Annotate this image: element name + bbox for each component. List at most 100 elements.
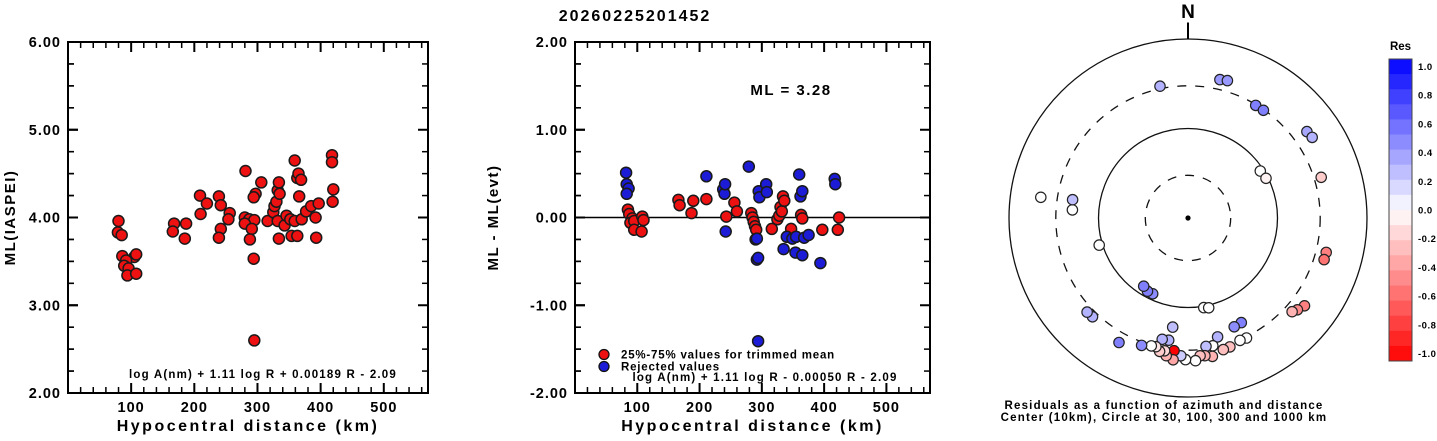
y-tick-label: 0.00 [536,211,568,227]
data-point [687,194,700,208]
y-tick-label: 6.00 [29,35,61,51]
polar-data-point [1257,104,1270,117]
polar-data-point [1318,253,1330,266]
legend-label: 25%-75% values for trimmed mean [621,350,835,362]
polar-data-point [1217,343,1230,356]
y-tick-label: 3.00 [29,298,61,314]
distance-ring-30km [1144,174,1232,262]
data-point [273,187,286,201]
data-point [194,207,207,221]
formula-annotation: log A(nm) + 1.11 log R - 0.00050 R - 2.0… [632,372,897,384]
x-tick-label: 100 [624,400,651,416]
data-point [292,190,306,203]
data-point [637,213,650,227]
data-point [214,198,228,212]
colorbar-tick-label: 0.6 [1418,119,1433,130]
colorbar-segment [1389,194,1412,211]
colorbar-tick-label: 0.8 [1418,91,1433,102]
polar-data-point [1156,333,1168,346]
colorbar-tick-label: -0.8 [1418,320,1436,331]
polar-data-point [1135,339,1148,352]
polar-data-point [1306,131,1318,144]
polar-data-point [1228,320,1240,333]
colorbar-tick-label: -0.4 [1418,263,1437,274]
residual-colorbar: Res 1.0 0.8 0.6 0.4 0.2 0.0 -0.2 -0.4 -0.6 -0.8 -1.… [1388,41,1437,362]
data-point [718,177,732,191]
polar-data-point [1113,336,1125,349]
legend-marker [598,360,610,373]
data-point [816,223,829,237]
colorbar-segment [1389,164,1412,181]
legend-label: Rejected values [621,362,720,374]
panel-residual-vs-distance: 100 200 300 400 500 -2.00 -1.00 0.00 1.00 2.00 Hyp… [485,35,931,435]
polar-data-point [1081,306,1093,318]
polar-data-point [1260,172,1272,185]
x-tick-label: 500 [370,400,397,416]
colorbar-segment [1389,119,1412,135]
colorbar-border [1388,58,1413,362]
data-point [777,242,790,256]
colorbar-segment [1389,345,1412,362]
x-tick-label: 300 [244,400,271,416]
data-point [272,232,286,245]
data-point [326,195,339,208]
colorbar-segment [1389,210,1412,226]
colorbar-segment [1389,225,1412,241]
data-point [179,217,193,230]
colorbar-segment [1389,104,1412,120]
data-point [719,225,732,238]
data-point [248,334,261,347]
data-point [700,170,713,183]
panel-azimuth-residual-polar: N Residuals as a function of azimuth and … [1001,2,1368,424]
data-point [765,222,779,236]
data-point [288,154,301,167]
data-point [796,184,809,198]
data-point [272,176,286,189]
colorbar-segment [1389,134,1412,151]
data-point [291,229,304,243]
data-point [245,222,259,236]
data-point [222,213,235,226]
data-point [200,197,214,210]
data-point [115,228,128,242]
colorbar-segment [1389,300,1412,317]
colorbar-segment [1389,89,1412,105]
data-point [760,185,774,199]
data-point [212,231,226,244]
colorbar-segment [1389,330,1412,347]
polar-data-point [1137,280,1150,292]
distance-ring-300km [1055,85,1321,351]
data-point [619,166,633,179]
polar-data-point [1189,354,1202,367]
polar-caption-line2: Center (10km), Circle at 30, 100, 300 an… [1001,412,1328,424]
colorbar-tick-label: 0.0 [1418,206,1433,217]
colorbar-segment [1389,179,1412,196]
polar-data-point [1286,305,1298,318]
x-axis-label: Hypocentral distance (km) [117,418,380,435]
data-point [832,211,846,224]
data-point [831,223,845,237]
polar-data-point [1035,191,1047,204]
colorbar-tick-label: 0.4 [1418,148,1433,159]
ml-value-annotation: ML = 3.28 [750,82,831,99]
polar-data-point [1093,239,1105,251]
y-tick-label: -1.00 [530,298,568,314]
data-point [814,256,827,270]
data-point [751,334,765,348]
legend-marker [598,348,610,361]
plot-border [67,41,429,394]
polar-data-point [1315,171,1327,184]
data-point [193,189,207,202]
data-point [247,252,260,265]
data-point [309,231,323,244]
x-tick-label: 100 [118,400,145,416]
y-tick-label: -2.00 [530,386,568,402]
y-axis-label: ML(IASPEI) [2,170,19,266]
data-point [792,168,806,181]
y-tick-label: 1.00 [536,123,568,139]
y-tick-label: 5.00 [29,123,61,139]
data-point [112,214,125,228]
data-point [720,210,733,223]
figure-title: 20260225201452 [558,8,712,25]
